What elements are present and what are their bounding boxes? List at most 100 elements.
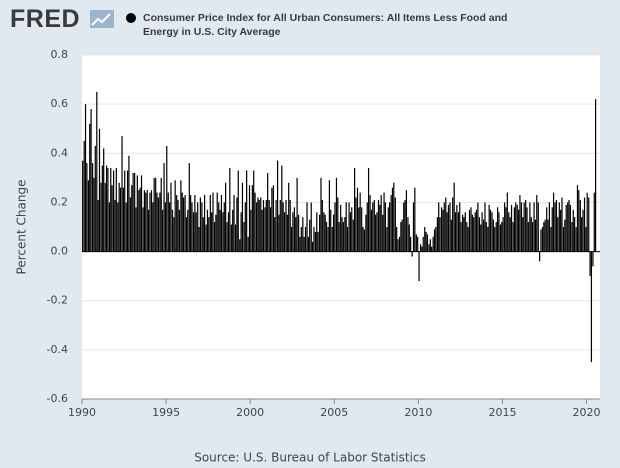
bar [139,187,141,252]
bar [156,192,158,252]
bar [213,222,216,252]
bar [366,202,368,252]
bar [415,234,417,252]
bar [578,190,580,252]
bar [161,209,164,252]
bar [471,214,473,252]
bar [510,204,513,252]
bar [110,168,112,252]
bar [501,222,503,252]
bar [271,187,273,252]
bar [275,199,277,252]
bar [272,185,274,252]
x-tick-label: 2015 [488,406,516,419]
bar [468,209,471,252]
bar [394,197,396,252]
bar [264,207,266,252]
bar [98,128,101,252]
bar [480,224,482,252]
bar [518,209,520,252]
bar [453,182,455,252]
bar [595,99,597,252]
bar [278,214,280,252]
bar [190,195,192,252]
bar [342,222,344,252]
bar [283,212,286,252]
bar [459,202,461,252]
bar [426,234,429,252]
bar [576,185,579,252]
bar [241,182,244,252]
bar [344,217,346,252]
bar [289,199,291,252]
bar [544,219,546,252]
bar [253,170,255,252]
bar [149,192,151,252]
bar [204,195,206,252]
bar [199,197,201,252]
bar [107,168,109,252]
bar [436,217,438,252]
bar [460,222,462,252]
bar [121,136,123,252]
bar [125,202,127,252]
bar [290,227,293,252]
bar [351,207,353,252]
bar [362,227,364,252]
bar [298,214,300,252]
bar [505,207,507,252]
bar [159,192,161,252]
bar [495,222,497,252]
bar [386,227,388,252]
bar [111,185,113,252]
bar [575,227,577,252]
bar [230,224,232,252]
bar [365,214,367,252]
bar [84,104,87,252]
bar [358,207,360,252]
bar [324,214,326,252]
bar [582,209,584,252]
bar [419,244,422,252]
bar [201,202,203,252]
bar [212,192,214,252]
bar [467,227,469,252]
bar [222,212,224,252]
bar [215,214,217,252]
bar [243,222,245,252]
bar [134,172,136,252]
bar [487,227,489,252]
bar [376,212,378,252]
bar [411,251,413,257]
bar [267,172,269,252]
bar [138,190,140,252]
bar [157,197,159,252]
bar [452,197,454,252]
source: Source: U.S. Bureau of Labor Statistics [194,451,426,465]
bar [279,199,281,252]
bar [234,224,237,252]
bar [564,219,566,252]
bar [508,212,510,252]
bar [143,190,145,252]
bar [288,182,290,252]
bar [171,209,174,252]
bar [349,212,352,252]
bar [142,207,144,252]
bar [589,251,591,277]
bar [407,217,409,252]
bar [466,222,468,252]
bar [325,222,328,252]
bar [303,236,305,252]
bar [122,187,124,252]
bar [530,217,532,252]
bar [299,236,301,252]
bar [550,227,552,252]
bar [236,197,238,252]
bar [359,192,361,252]
bar [522,217,524,252]
bar [323,212,325,252]
bar [247,236,249,252]
bar [97,199,99,252]
